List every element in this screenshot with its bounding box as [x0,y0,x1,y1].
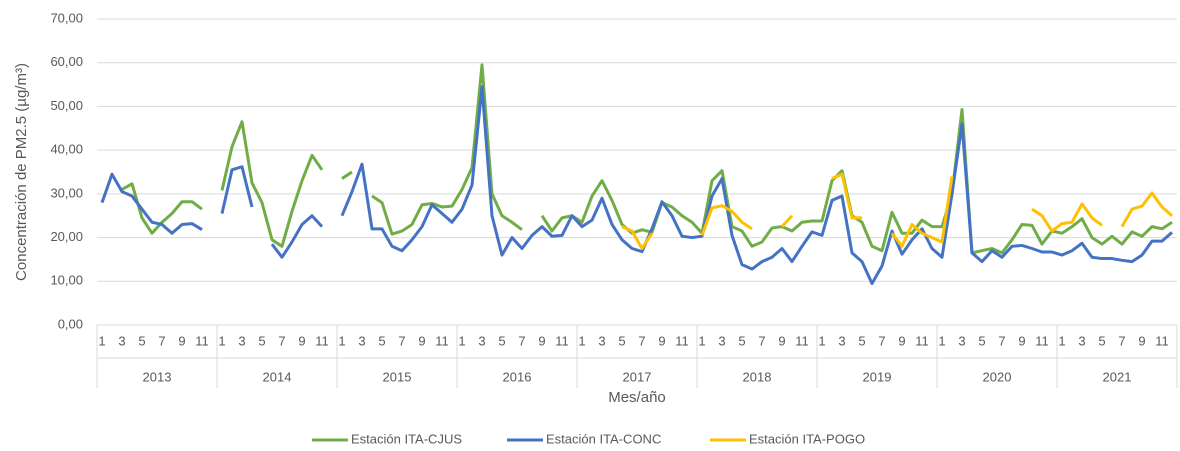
x-tick-label: 7 [158,333,165,348]
group-label: 2014 [263,369,292,384]
series-line [621,172,1173,250]
x-tick-label: 9 [418,333,425,348]
x-tick-label: 7 [1118,333,1125,348]
x-tick-label: 5 [378,333,385,348]
group-label: 2015 [383,369,412,384]
x-tick-label: 3 [118,333,125,348]
x-tick-label: 3 [718,333,725,348]
x-tick-label: 1 [218,333,225,348]
legend-item: Estación ITA-CJUS [312,431,462,446]
y-tick-label: 60,00 [50,54,83,69]
x-tick-label: 9 [1138,333,1145,348]
x-tick-label: 5 [738,333,745,348]
x-tick-label: 1 [818,333,825,348]
x-tick-label: 5 [1098,333,1105,348]
x-tick-label: 1 [1058,333,1065,348]
x-tick-label: 1 [578,333,585,348]
x-tick-label: 11 [555,333,569,348]
x-tick-label: 5 [138,333,145,348]
x-tick-label: 5 [978,333,985,348]
group-label: 2016 [503,369,532,384]
x-tick-label: 11 [915,333,929,348]
x-tick-label: 5 [498,333,505,348]
group-label: 2018 [743,369,772,384]
y-tick-label: 50,00 [50,98,83,113]
series-line [121,63,1173,255]
x-tick-label: 5 [858,333,865,348]
group-label: 2019 [863,369,892,384]
x-tick-label: 9 [298,333,305,348]
x-tick-label: 1 [98,333,105,348]
x-tick-label: 3 [958,333,965,348]
legend-label: Estación ITA-POGO [749,431,865,446]
y-axis-label: Concentración de PM2.5 (µg/m³) [13,63,30,281]
x-tick-label: 1 [938,333,945,348]
x-tick-label: 7 [518,333,525,348]
x-tick-label: 5 [618,333,625,348]
group-label: 2020 [983,369,1012,384]
y-tick-label: 30,00 [50,185,83,200]
x-tick-label: 9 [778,333,785,348]
series-line [100,85,1173,285]
group-label: 2021 [1103,369,1132,384]
x-tick-label: 9 [1018,333,1025,348]
x-tick-label: 7 [638,333,645,348]
x-tick-label: 7 [758,333,765,348]
x-tick-label: 1 [698,333,705,348]
x-tick-label: 3 [1078,333,1085,348]
x-axis-label: Mes/año [608,389,666,406]
x-tick-label: 11 [435,333,449,348]
x-tick-label: 3 [598,333,605,348]
x-tick-label: 1 [338,333,345,348]
x-tick-label: 7 [278,333,285,348]
x-tick-label: 3 [478,333,485,348]
x-tick-label: 1 [458,333,465,348]
x-tick-label: 7 [878,333,885,348]
x-tick-label: 11 [795,333,809,348]
x-tick-label: 3 [838,333,845,348]
x-tick-label: 9 [898,333,905,348]
legend-label: Estación ITA-CJUS [351,431,462,446]
group-label: 2017 [623,369,652,384]
x-tick-label: 5 [258,333,265,348]
y-tick-label: 0,00 [58,316,83,331]
x-tick-label: 11 [315,333,329,348]
x-tick-label: 11 [675,333,689,348]
x-tick-label: 3 [358,333,365,348]
x-tick-label: 7 [398,333,405,348]
x-tick-label: 11 [195,333,209,348]
legend-item: Estación ITA-POGO [710,431,865,446]
x-tick-label: 9 [178,333,185,348]
x-tick-label: 9 [538,333,545,348]
legend-label: Estación ITA-CONC [546,431,661,446]
x-tick-label: 7 [998,333,1005,348]
y-tick-label: 40,00 [50,142,83,157]
group-label: 2013 [143,369,172,384]
y-tick-label: 10,00 [50,273,83,288]
legend-item: Estación ITA-CONC [507,431,661,446]
y-tick-label: 70,00 [50,10,83,25]
x-tick-label: 9 [658,333,665,348]
y-tick-label: 20,00 [50,229,83,244]
x-tick-label: 11 [1155,333,1169,348]
x-tick-label: 11 [1035,333,1049,348]
x-tick-label: 3 [238,333,245,348]
